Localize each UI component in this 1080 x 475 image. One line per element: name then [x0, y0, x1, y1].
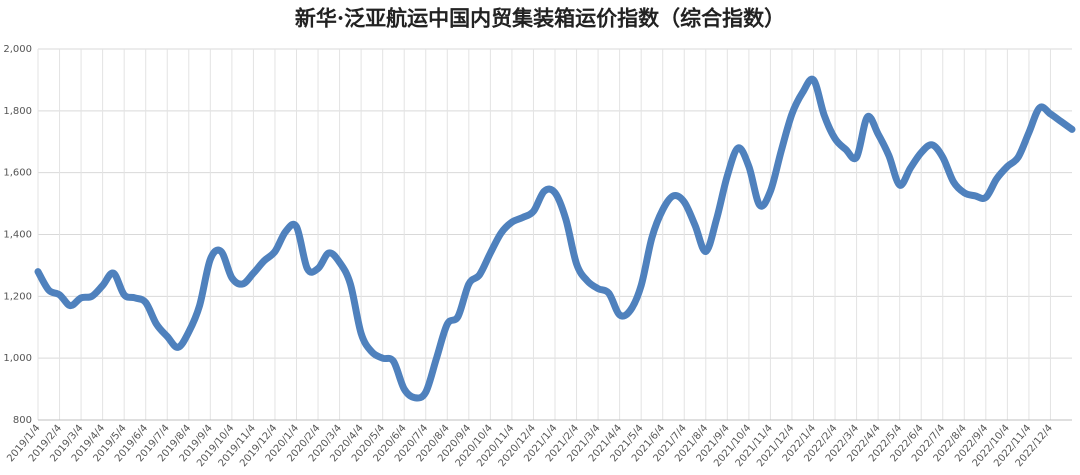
y-tick-label: 1,400 — [3, 230, 32, 241]
chart-title: 新华·泛亚航运中国内贸集装箱运价指数（综合指数） — [295, 6, 785, 31]
y-tick-label: 1,000 — [3, 353, 32, 364]
y-tick-label: 1,200 — [3, 291, 32, 302]
y-tick-label: 1,600 — [3, 168, 32, 179]
data-line — [34, 75, 1076, 402]
y-tick-label: 2,000 — [3, 44, 32, 55]
y-tick-label: 1,800 — [3, 106, 32, 117]
y-tick-label: 800 — [13, 415, 32, 426]
